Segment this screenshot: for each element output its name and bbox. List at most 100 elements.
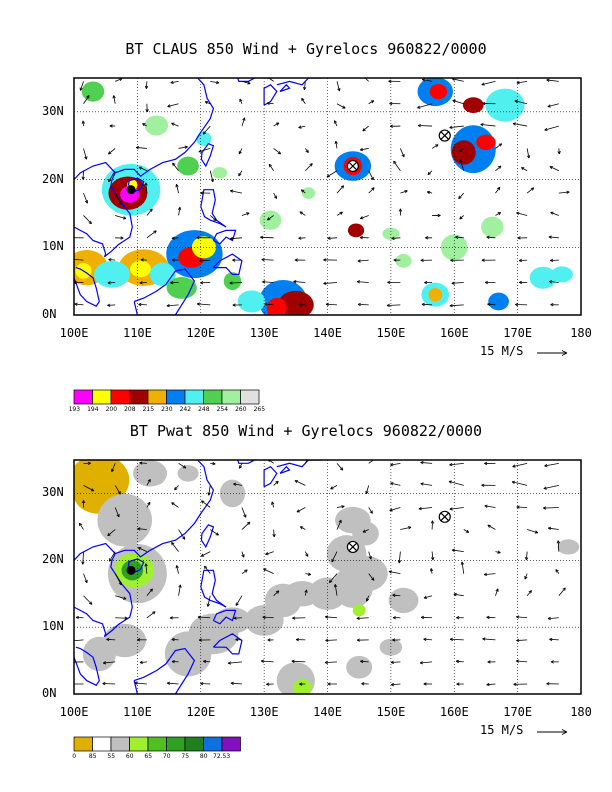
wind-arrow xyxy=(260,659,274,663)
wind-arrow xyxy=(108,551,116,562)
x-tick-label: 100E xyxy=(59,326,89,340)
wind-arrow xyxy=(389,124,401,128)
wind-arrow xyxy=(198,148,211,153)
wind-arrow xyxy=(146,230,157,239)
wind-arrow xyxy=(144,182,148,194)
wind-arrow xyxy=(232,303,242,307)
x-tick-label: 130E xyxy=(249,705,279,719)
wind-arrow xyxy=(264,302,274,306)
wind-arrow xyxy=(299,682,306,686)
colorbar-label: 55 xyxy=(107,753,116,760)
shade-blob xyxy=(352,604,366,617)
wind-arrow xyxy=(483,572,496,577)
coastline xyxy=(237,460,256,464)
wind-arrow xyxy=(486,682,496,687)
wind-arrow xyxy=(558,587,566,596)
wind-arrow xyxy=(456,616,464,620)
coastline xyxy=(276,78,323,86)
wind-arrow xyxy=(390,660,401,665)
wind-arrow xyxy=(134,681,147,685)
scale-label: 15 M/S xyxy=(480,723,524,737)
wind-arrow xyxy=(169,616,179,620)
wind-arrow xyxy=(495,550,501,554)
wind-arrow xyxy=(111,463,116,473)
wind-arrow xyxy=(83,95,90,104)
gyreloc-marker xyxy=(438,129,451,142)
wind-arrow xyxy=(296,507,306,513)
wind-arrow xyxy=(241,551,245,558)
colorbar-swatch xyxy=(240,389,260,405)
wind-arrow xyxy=(293,280,306,284)
wind-arrow xyxy=(549,637,559,642)
wind-arrow xyxy=(268,163,274,171)
wind-arrow xyxy=(171,236,179,240)
wind-arrow xyxy=(263,568,274,575)
wind-arrow xyxy=(334,140,338,149)
wind-arrow xyxy=(420,482,433,486)
wind-arrow xyxy=(272,529,276,538)
coastline xyxy=(212,609,237,625)
shade-blob xyxy=(382,227,400,240)
x-tick-label: 140E xyxy=(313,326,342,340)
wind-arrow xyxy=(273,480,279,486)
wind-arrow xyxy=(515,659,528,663)
wind-arrow xyxy=(449,507,464,511)
shade-blob xyxy=(301,187,316,199)
shade-blob xyxy=(485,88,525,122)
wind-arrow xyxy=(144,563,148,574)
wind-arrow xyxy=(239,98,243,104)
y-tick-label: 20N xyxy=(42,171,64,186)
wind-arrow xyxy=(450,258,464,262)
wind-arrow xyxy=(524,551,529,561)
wind-arrow xyxy=(486,235,496,239)
wind-arrow xyxy=(555,569,560,574)
wind-arrow xyxy=(114,192,122,205)
wind-arrow xyxy=(458,192,465,200)
wind-arrow xyxy=(484,504,496,508)
wind-arrow xyxy=(115,236,124,240)
gyreloc-marker xyxy=(346,159,359,173)
wind-arrow xyxy=(361,682,369,686)
wind-arrow xyxy=(227,661,242,665)
colorbar-label: 70 xyxy=(162,753,171,760)
colorbar-label: 72.53 xyxy=(213,753,231,760)
wind-arrow xyxy=(359,235,369,240)
wind-arrow xyxy=(142,123,148,127)
wind-arrow xyxy=(336,505,345,509)
wind-arrow xyxy=(114,507,120,518)
wind-arrow xyxy=(425,236,433,240)
wind-arrow xyxy=(178,463,187,469)
wind-arrow xyxy=(387,280,401,285)
shade-blob xyxy=(130,260,151,278)
colorbar-swatch xyxy=(184,389,204,405)
colorbar-label: 193 xyxy=(68,406,81,413)
wind-arrow xyxy=(304,148,309,153)
wind-arrow xyxy=(325,638,338,643)
wind-arrow xyxy=(170,80,179,84)
colorbar-label: 0 xyxy=(72,753,77,760)
wind-arrow xyxy=(368,573,375,581)
wind-arrow xyxy=(108,258,116,262)
wind-arrow xyxy=(115,215,127,220)
colorbar-swatch xyxy=(92,389,112,405)
wind-arrow xyxy=(330,485,338,490)
wind-arrow xyxy=(81,500,86,508)
wind-arrow xyxy=(550,660,559,664)
wind-arrow xyxy=(81,551,85,565)
wind-arrow xyxy=(430,520,435,530)
shade-blob xyxy=(462,97,484,113)
shade-blob xyxy=(259,210,282,230)
x-tick-label: 100E xyxy=(59,705,89,719)
wind-arrow xyxy=(393,258,401,262)
wind-arrow xyxy=(241,80,251,85)
wind-arrow xyxy=(449,125,464,130)
wind-arrow xyxy=(200,551,211,557)
wind-arrow xyxy=(390,462,401,467)
shade-blob xyxy=(451,140,476,165)
colorbar-swatch xyxy=(166,736,186,752)
wind-arrow xyxy=(368,187,375,194)
wind-arrow xyxy=(487,660,496,664)
wind-arrow xyxy=(298,125,306,129)
shade-blob xyxy=(379,638,403,656)
wind-arrow xyxy=(107,148,116,155)
